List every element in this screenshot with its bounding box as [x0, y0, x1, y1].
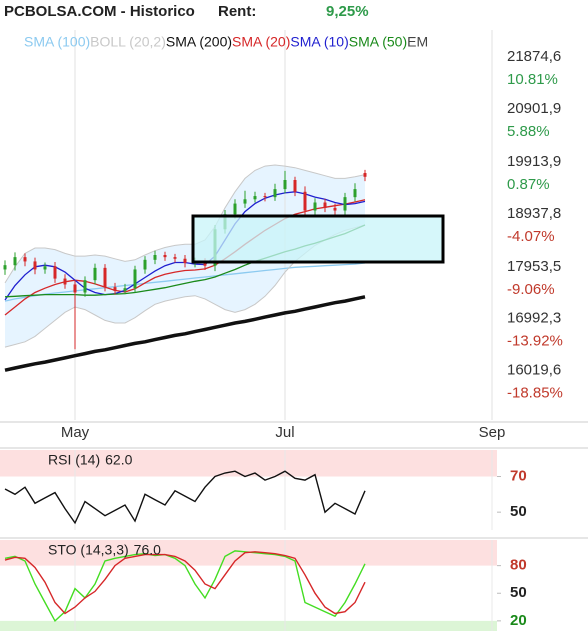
- y-tick-label: 16019,6: [507, 362, 561, 379]
- band-upper: [4, 164, 366, 284]
- header-title: PCBOLSA.COM - Historico: [4, 3, 195, 20]
- candle-body: [283, 180, 287, 190]
- candle-body: [353, 189, 357, 198]
- candle-body: [53, 266, 57, 279]
- overbought-zone: [0, 450, 497, 477]
- candle-body: [233, 203, 237, 215]
- candle-body: [273, 189, 277, 198]
- y2-tick-label: 5.88%: [507, 123, 550, 140]
- candle-body: [133, 269, 137, 289]
- candle-body: [13, 257, 17, 266]
- candle-body: [183, 258, 187, 264]
- legend-entry: SMA (50): [349, 34, 407, 50]
- candle-body: [63, 278, 67, 285]
- indicator-line: [4, 551, 366, 615]
- y-tick-label: 70: [510, 467, 527, 484]
- legend-entry: SMA (200): [166, 34, 232, 50]
- candle-body: [143, 259, 147, 270]
- candle-body: [33, 261, 37, 270]
- candle-body: [123, 288, 127, 291]
- candle-body: [3, 265, 7, 270]
- ma-line: [4, 295, 366, 372]
- indicator-line: [4, 550, 366, 623]
- y-tick-label: 17953,5: [507, 258, 561, 275]
- candle-body: [173, 257, 177, 259]
- panel-readout: 76.0: [134, 542, 161, 558]
- candle-body: [313, 202, 317, 211]
- panel-title: STO (14,3,3): [48, 542, 129, 558]
- y-tick-label: 50: [510, 503, 527, 520]
- highlight-box: [191, 214, 445, 264]
- candle-body: [293, 180, 297, 192]
- candle-body: [83, 280, 87, 293]
- y-tick-label: 80: [510, 557, 527, 574]
- y-tick-label: 20: [510, 612, 527, 629]
- y2-tick-label: -13.92%: [507, 332, 563, 349]
- candle-body: [343, 197, 347, 211]
- panel-readout: 62.0: [105, 452, 132, 468]
- y-tick-label: 18937,8: [507, 205, 561, 222]
- x-tick-label: May: [61, 424, 90, 441]
- y-tick-label: 20901,9: [507, 100, 561, 117]
- candle-body: [253, 196, 257, 200]
- legend-entry: SMA (10): [290, 34, 348, 50]
- oversold-zone: [0, 620, 497, 631]
- y-tick-label: 21874,6: [507, 48, 561, 65]
- legend-entry: BOLL (20,2): [90, 34, 166, 50]
- legend-entry: SMA (100): [24, 34, 90, 50]
- y-tick-label: 16992,3: [507, 309, 561, 326]
- candle-body: [303, 191, 307, 211]
- candle-body: [243, 199, 247, 204]
- legend-entry: EM: [407, 34, 428, 50]
- y2-tick-label: -4.07%: [507, 228, 555, 245]
- candle-body: [43, 266, 47, 270]
- legend-entry: SMA (20): [232, 34, 290, 50]
- y-tick-label: 19913,9: [507, 153, 561, 170]
- candle-body: [333, 207, 337, 211]
- y2-tick-label: 10.81%: [507, 71, 558, 88]
- candle-body: [23, 257, 27, 262]
- y2-tick-label: 0.87%: [507, 176, 550, 193]
- candle-body: [203, 261, 207, 266]
- candle-body: [323, 202, 327, 208]
- y-tick-label: 50: [510, 584, 527, 601]
- header-rent-label: Rent:: [218, 3, 256, 20]
- candle-body: [93, 267, 97, 281]
- candle-body: [363, 173, 367, 177]
- panel-title: RSI (14): [48, 452, 100, 468]
- candle-body: [263, 196, 267, 198]
- candle-body: [113, 287, 117, 291]
- candle-body: [163, 255, 167, 258]
- y2-tick-label: -9.06%: [507, 281, 555, 298]
- x-tick-label: Sep: [479, 424, 506, 441]
- ma-line: [4, 262, 366, 302]
- y2-tick-label: -18.85%: [507, 384, 563, 401]
- header-rent: 9,25%: [326, 3, 369, 20]
- x-tick-label: Jul: [275, 424, 294, 441]
- candle-body: [103, 267, 107, 288]
- candle-body: [73, 284, 77, 293]
- labels: PCBOLSA.COM - Historico Rent: 9,25% 2187…: [4, 3, 563, 629]
- indicator-line: [4, 470, 366, 525]
- candle-body: [153, 255, 157, 260]
